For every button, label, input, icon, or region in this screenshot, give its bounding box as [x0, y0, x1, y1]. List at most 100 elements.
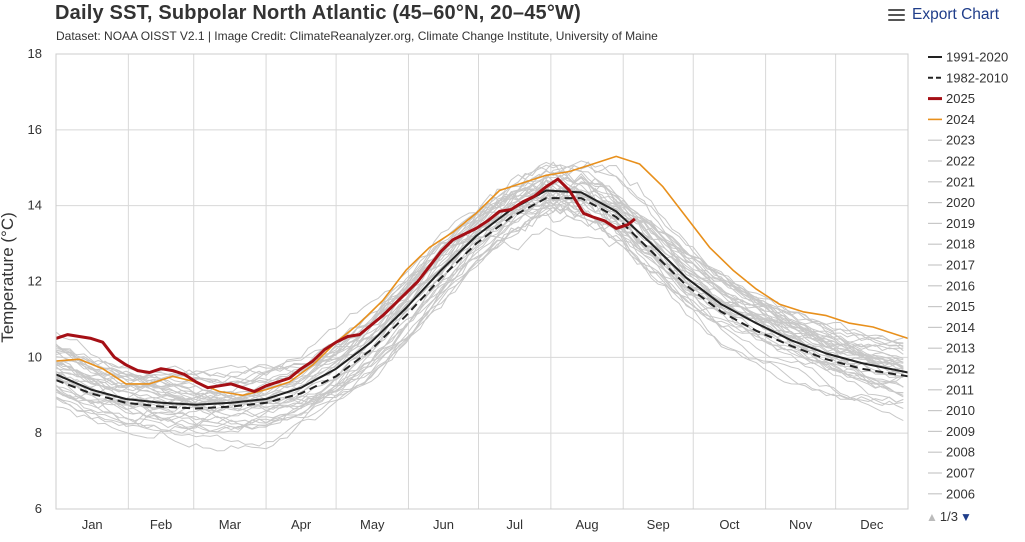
past-year-line — [55, 184, 904, 435]
legend-label: 2013 — [946, 341, 975, 356]
series-line-2025 — [55, 177, 636, 393]
legend-label: 2023 — [946, 133, 975, 148]
legend-item-2017[interactable]: 2017 — [928, 258, 975, 273]
legend-page-label: 1/3 — [939, 509, 958, 524]
legend-label: 2024 — [946, 112, 975, 127]
legend-label: 2022 — [946, 154, 975, 169]
x-tick-label: Feb — [150, 517, 172, 532]
legend-label: 2014 — [946, 320, 975, 335]
legend-item-2022[interactable]: 2022 — [928, 154, 975, 169]
export-chart-button[interactable]: Export Chart — [888, 5, 999, 25]
series-line-1991-2020 — [55, 189, 909, 406]
legend-label: 2018 — [946, 237, 975, 252]
past-year-line — [55, 195, 904, 425]
past-year-line — [55, 195, 904, 433]
y-axis-label: Temperature (°C) — [0, 212, 17, 343]
highlight-series-lines — [55, 155, 909, 410]
plot-frame — [55, 53, 909, 510]
legend-label: 2017 — [946, 258, 975, 273]
x-tick-label: Aug — [575, 517, 598, 532]
legend-label: 1982-2010 — [946, 70, 1008, 85]
past-year-line — [55, 171, 904, 383]
legend-pager: ▲ 1/3 ▼ — [926, 509, 972, 524]
legend-item-1991-2020[interactable]: 1991-2020 — [928, 50, 1008, 65]
legend: 1991-2020 1982-2010 2025 2024 2023 2022 2021 20… — [928, 50, 1008, 501]
legend-item-2009[interactable]: 2009 — [928, 424, 975, 439]
legend-item-2007[interactable]: 2007 — [928, 466, 975, 481]
legend-item-2008[interactable]: 2008 — [928, 445, 975, 460]
y-tick-label: 14 — [28, 198, 42, 213]
legend-label: 2015 — [946, 299, 975, 314]
past-year-line — [55, 174, 904, 389]
x-tick-label: Oct — [719, 517, 740, 532]
y-tick-label: 10 — [28, 349, 42, 364]
y-tick-label: 8 — [35, 425, 42, 440]
legend-item-2014[interactable]: 2014 — [928, 320, 975, 335]
past-year-line — [55, 169, 904, 393]
legend-label: 2008 — [946, 445, 975, 460]
chart-subtitle: Dataset: NOAA OISST V2.1 | Image Credit:… — [56, 29, 658, 43]
y-tick-label: 12 — [28, 274, 42, 289]
past-year-line — [55, 179, 904, 379]
legend-item-2010[interactable]: 2010 — [928, 403, 975, 418]
past-year-line — [55, 188, 904, 425]
y-tick-label: 6 — [35, 501, 42, 516]
legend-label: 2025 — [946, 91, 975, 106]
legend-item-2019[interactable]: 2019 — [928, 216, 975, 231]
legend-item-2020[interactable]: 2020 — [928, 195, 975, 210]
legend-item-2012[interactable]: 2012 — [928, 362, 975, 377]
x-tick-label: Dec — [860, 517, 884, 532]
legend-item-2016[interactable]: 2016 — [928, 278, 975, 293]
past-year-line — [55, 198, 904, 418]
legend-item-2006[interactable]: 2006 — [928, 486, 975, 501]
y-tick-label: 16 — [28, 122, 42, 137]
legend-label: 2006 — [946, 486, 975, 501]
legend-item-2021[interactable]: 2021 — [928, 174, 975, 189]
hamburger-menu-icon — [888, 8, 905, 22]
legend-label: 2011 — [946, 382, 974, 397]
past-year-line — [55, 161, 904, 407]
x-tick-label: Apr — [291, 517, 312, 532]
past-year-line — [55, 179, 904, 412]
legend-item-2018[interactable]: 2018 — [928, 237, 975, 252]
legend-item-2024[interactable]: 2024 — [928, 112, 975, 127]
series-line-1982-2010 — [55, 197, 909, 410]
x-tick-label: Jul — [506, 517, 523, 532]
triangle-up-icon[interactable]: ▲ — [926, 509, 938, 524]
legend-label: 2010 — [946, 403, 975, 418]
x-tick-label: May — [360, 517, 385, 532]
x-tick-label: Sep — [647, 517, 670, 532]
past-year-line — [55, 207, 904, 429]
legend-item-2025[interactable]: 2025 — [928, 91, 975, 106]
legend-item-2023[interactable]: 2023 — [928, 133, 975, 148]
legend-label: 2019 — [946, 216, 975, 231]
chart-title: Daily SST, Subpolar North Atlantic (45–6… — [55, 2, 581, 24]
x-tick-label: Jun — [433, 517, 454, 532]
past-year-line — [55, 177, 904, 380]
legend-item-1982-2010[interactable]: 1982-2010 — [928, 70, 1008, 85]
legend-label: 2016 — [946, 278, 975, 293]
past-year-line — [55, 204, 904, 430]
y-tick-label: 18 — [28, 46, 42, 61]
past-year-line — [55, 197, 904, 447]
grid-lines — [55, 53, 909, 510]
legend-label: 2012 — [946, 362, 975, 377]
triangle-down-icon[interactable]: ▼ — [959, 509, 972, 524]
legend-item-2011[interactable]: 2011 — [928, 382, 974, 397]
axes: 6 8 10 12 14 16 18 Jan Feb Mar Apr May Jun Jul Aug Sep O… — [0, 46, 909, 532]
past-year-line — [55, 161, 904, 413]
legend-item-2013[interactable]: 2013 — [928, 341, 975, 356]
legend-label: 2007 — [946, 466, 975, 481]
x-tick-label: Jan — [82, 517, 103, 532]
legend-label: 2009 — [946, 424, 975, 439]
export-chart-label: Export Chart — [912, 6, 1000, 23]
legend-label: 2020 — [946, 195, 975, 210]
legend-label: 2021 — [946, 174, 975, 189]
legend-item-2015[interactable]: 2015 — [928, 299, 975, 314]
past-year-line — [55, 180, 904, 405]
x-tick-label: Nov — [789, 517, 813, 532]
legend-label: 1991-2020 — [946, 50, 1008, 65]
past-year-line — [55, 161, 904, 392]
x-tick-label: Mar — [219, 517, 242, 532]
